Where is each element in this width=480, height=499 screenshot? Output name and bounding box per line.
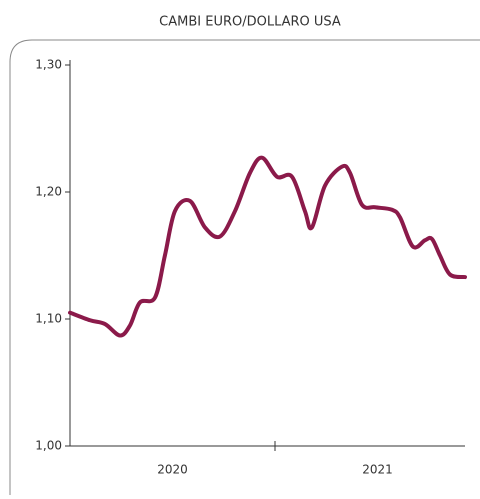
y-tick-label: 1,00 <box>35 439 62 453</box>
line <box>68 155 467 338</box>
frame <box>9 39 480 495</box>
x-tick-label: 2020 <box>157 463 188 477</box>
x-tick-label: 2021 <box>362 463 393 477</box>
y-tick-label: 1,20 <box>35 185 62 199</box>
y-tick-label: 1,30 <box>35 58 62 72</box>
y-tick-label: 1,10 <box>35 312 62 326</box>
chart-title: CAMBI EURO/DOLLARO USA <box>159 15 341 30</box>
